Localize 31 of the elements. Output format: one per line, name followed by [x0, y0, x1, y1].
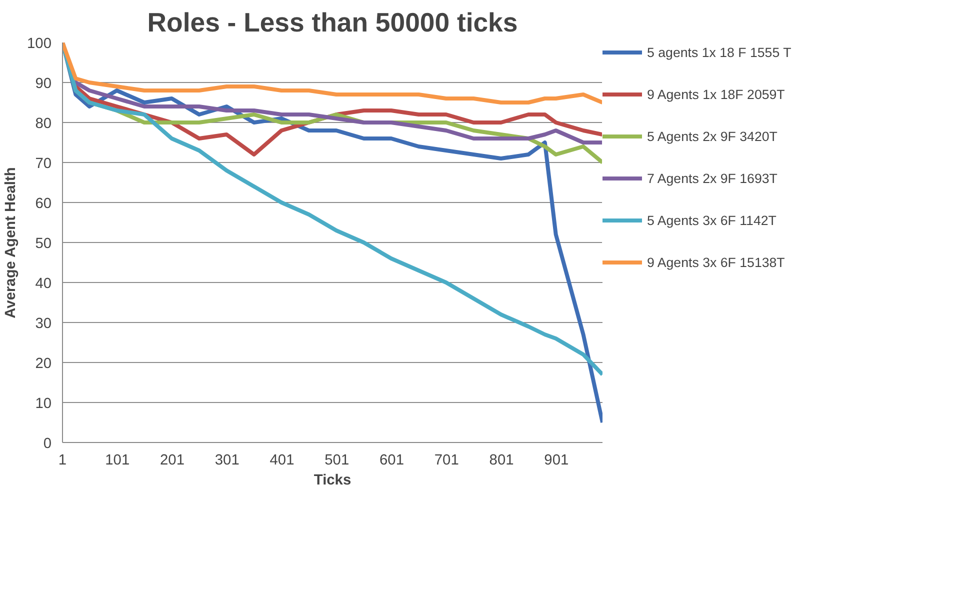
y-tick-label: 20 — [35, 356, 52, 372]
x-tick-label: 201 — [160, 452, 184, 468]
line-series — [62, 42, 602, 104]
x-tick-label: 1 — [58, 452, 67, 468]
y-tick-label: 10 — [35, 396, 52, 412]
x-tick-label: 501 — [324, 452, 350, 468]
x-tick-label: 801 — [489, 452, 514, 468]
y-tick-label: 30 — [35, 316, 52, 332]
y-tick-label: 80 — [35, 116, 52, 132]
legend-label: 5 Agents 2x 9F 3420T — [647, 128, 778, 146]
legend-label: 7 Agents 2x 9F 1693T — [647, 170, 778, 188]
y-tick-label: 70 — [35, 156, 52, 172]
legend-label: 9 Agents 1x 18F 2059T — [647, 86, 785, 104]
x-tick-label: 101 — [105, 452, 130, 468]
x-tick-label: 701 — [434, 452, 459, 468]
y-tick-label: 100 — [27, 36, 52, 52]
y-tick-label: 40 — [35, 276, 52, 292]
legend-label: 5 Agents 3x 6F 1142T — [647, 212, 776, 230]
y-tick-label: 60 — [35, 196, 52, 212]
legend-label: 9 Agents 3x 6F 15138T — [647, 254, 785, 272]
y-axis-title: Average Agent Health — [3, 167, 20, 318]
chart-title: Roles - Less than 50000 ticks — [147, 8, 518, 38]
x-axis-title: Ticks — [314, 472, 352, 488]
x-tick-label: 901 — [544, 452, 569, 468]
y-tick-label: 50 — [35, 236, 52, 252]
x-tick-label: 401 — [270, 452, 294, 468]
legend-label: 5 agents 1x 18 F 1555 T — [647, 44, 792, 62]
y-tick-label: 90 — [35, 76, 52, 92]
x-tick-label: 301 — [214, 452, 240, 468]
x-tick-label: 601 — [380, 452, 404, 468]
y-tick-label: 0 — [43, 436, 52, 452]
